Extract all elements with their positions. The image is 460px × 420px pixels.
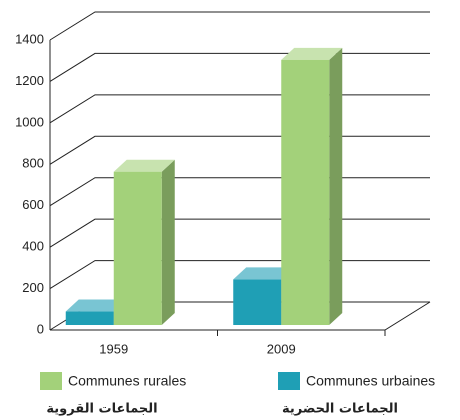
legend-label: Communes urbaines xyxy=(306,373,435,389)
grid-line xyxy=(49,218,430,248)
y-tick-label: 1000 xyxy=(15,114,44,129)
grid-line xyxy=(49,52,430,82)
grid-line xyxy=(49,177,430,207)
legend-label-ar: الجماعات الحضرية xyxy=(282,402,398,417)
bar xyxy=(113,171,162,325)
y-tick-label: 400 xyxy=(22,239,44,254)
grid-line xyxy=(49,11,430,41)
bar-top xyxy=(65,299,127,312)
y-tick-label: 1400 xyxy=(15,31,44,46)
y-tick-label: 800 xyxy=(22,156,44,171)
legend-swatch xyxy=(40,372,62,390)
legend-swatch xyxy=(278,372,300,390)
x-tick-label: 2009 xyxy=(267,341,296,356)
bar-side xyxy=(161,159,175,325)
bar-top xyxy=(281,47,343,60)
y-tick-label: 600 xyxy=(22,197,44,212)
bar xyxy=(281,59,330,325)
x-tick-label: 1959 xyxy=(99,341,128,356)
grid-line xyxy=(49,94,430,124)
legend-label-ar: الجماعات القروية xyxy=(46,402,157,417)
bar-top xyxy=(113,159,175,172)
y-tick-label: 0 xyxy=(37,321,44,336)
bar-top xyxy=(233,267,295,280)
bar xyxy=(233,279,282,325)
bar xyxy=(65,311,114,325)
legend-label: Communes rurales xyxy=(68,373,186,389)
grid-line xyxy=(49,135,430,165)
y-tick-label: 200 xyxy=(22,280,44,295)
y-tick-label: 1200 xyxy=(15,73,44,88)
bar-side xyxy=(329,47,343,325)
